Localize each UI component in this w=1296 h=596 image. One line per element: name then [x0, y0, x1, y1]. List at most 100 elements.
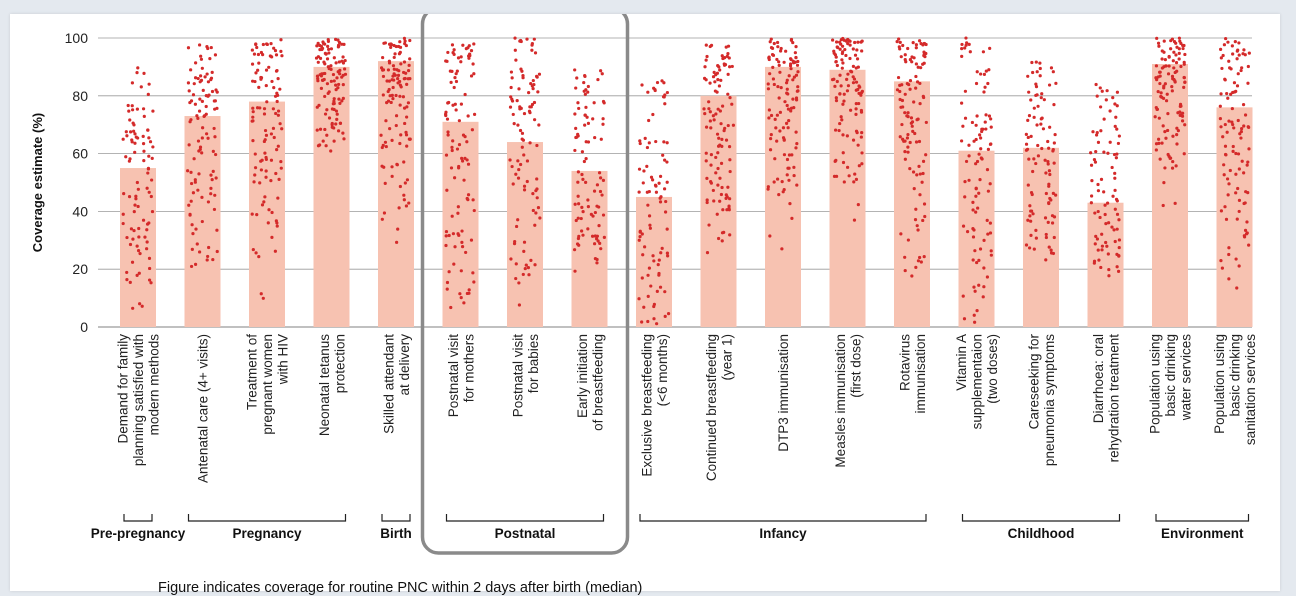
data-dot: [782, 187, 786, 192]
data-dot: [337, 40, 342, 45]
data-dot: [275, 224, 279, 228]
data-dot: [472, 112, 477, 116]
data-dot: [522, 188, 527, 192]
data-dot: [649, 175, 654, 179]
data-dot: [720, 185, 724, 190]
data-dot: [1174, 41, 1178, 45]
data-dot: [454, 72, 458, 76]
data-dot: [1224, 36, 1228, 41]
data-dot: [786, 107, 791, 111]
data-dot: [595, 261, 599, 265]
data-dot: [467, 288, 471, 292]
data-dot: [125, 270, 129, 275]
data-dot: [922, 255, 926, 259]
data-dot: [453, 76, 457, 80]
data-dot: [1035, 70, 1039, 74]
data-dot: [325, 133, 329, 137]
data-dot: [657, 258, 661, 262]
data-dot: [382, 165, 386, 169]
data-dot: [709, 181, 713, 185]
data-dot: [213, 53, 218, 57]
data-dot: [516, 176, 521, 180]
data-dot: [833, 159, 837, 163]
data-dot: [974, 194, 978, 198]
data-dot: [260, 203, 265, 207]
data-dot: [518, 39, 522, 43]
data-dot: [1026, 118, 1030, 122]
data-dot: [704, 125, 709, 129]
data-dot: [392, 72, 396, 76]
data-dot: [1227, 59, 1231, 63]
data-dot: [602, 235, 606, 239]
data-dot: [389, 45, 393, 50]
data-dot: [716, 183, 720, 187]
data-dot: [338, 101, 342, 105]
data-dot: [1096, 209, 1100, 214]
data-dot: [460, 240, 464, 244]
group-label: Infancy: [759, 526, 807, 541]
data-dot: [643, 245, 647, 249]
data-dot: [464, 250, 468, 255]
data-dot: [638, 230, 642, 234]
data-dot: [456, 211, 460, 215]
data-dot: [318, 56, 323, 60]
data-dot: [1231, 122, 1235, 127]
data-dot: [532, 100, 537, 105]
data-dot: [327, 47, 331, 51]
data-dot: [259, 159, 263, 163]
data-dot: [767, 116, 771, 120]
data-dot: [147, 154, 151, 158]
data-dot: [315, 74, 320, 78]
data-dot: [1223, 122, 1227, 127]
data-dot: [335, 117, 339, 121]
data-dot: [971, 200, 975, 204]
category-label: rehydration treatment: [1106, 334, 1121, 463]
data-dot: [196, 139, 201, 143]
category-label: at delivery: [397, 334, 412, 396]
data-dot: [1024, 243, 1029, 247]
data-dot: [577, 106, 581, 111]
data-dot: [641, 181, 645, 185]
data-dot: [860, 151, 864, 155]
data-dot: [469, 49, 474, 53]
data-dot: [971, 258, 975, 262]
data-dot: [596, 77, 600, 82]
data-dot: [532, 82, 536, 87]
data-dot: [908, 87, 912, 91]
data-dot: [269, 132, 274, 136]
data-dot: [1112, 228, 1116, 232]
data-dot: [187, 143, 191, 147]
data-dot: [402, 36, 407, 40]
data-dot: [1089, 201, 1093, 205]
group-label: Pre-pregnancy: [91, 526, 186, 541]
data-dot: [967, 42, 971, 46]
data-dot: [381, 68, 386, 72]
data-dot: [593, 210, 597, 215]
data-dot: [831, 38, 835, 42]
data-dot: [895, 40, 899, 44]
data-dot: [1093, 211, 1097, 215]
data-dot: [1234, 257, 1238, 261]
data-dot: [402, 77, 406, 81]
data-dot: [1160, 57, 1164, 61]
data-dot: [264, 175, 268, 179]
data-dot: [845, 89, 850, 93]
figure-caption: Figure indicates coverage for routine PN…: [158, 580, 643, 596]
data-dot: [834, 96, 838, 100]
data-dot: [1034, 161, 1038, 166]
data-dot: [1103, 203, 1107, 207]
data-dot: [145, 222, 150, 226]
data-dot: [456, 232, 460, 236]
data-dot: [899, 55, 903, 59]
category-label: Postnatal visit: [446, 334, 461, 418]
data-dot: [589, 212, 593, 216]
data-dot: [335, 76, 339, 80]
data-dot: [392, 55, 396, 60]
data-dot: [1172, 77, 1176, 82]
data-dot: [717, 65, 721, 69]
data-dot: [1247, 243, 1251, 247]
data-dot: [714, 112, 718, 116]
data-dot: [775, 113, 779, 117]
data-dot: [1174, 164, 1178, 168]
data-dot: [1218, 117, 1222, 121]
